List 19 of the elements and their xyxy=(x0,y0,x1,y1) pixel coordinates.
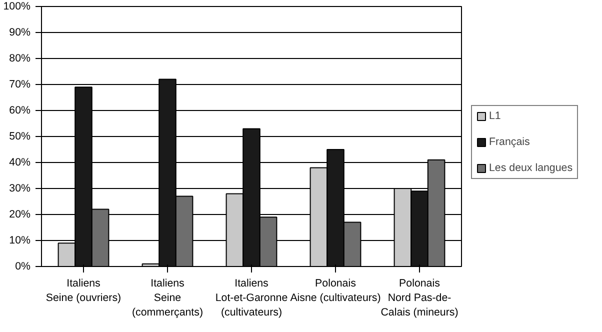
x-tick-label: Italiens Seine (ouvriers) xyxy=(46,278,122,304)
x-tick-label: Polonais Aisne (cultivateurs) xyxy=(290,278,381,304)
y-tick-label: 30% xyxy=(9,182,32,194)
y-tick-label: 80% xyxy=(9,52,32,64)
y-tick-label: 50% xyxy=(9,130,32,142)
x-tick-label: Italiens Seine (commerçants) xyxy=(132,278,204,318)
y-tick-label: 90% xyxy=(9,26,32,38)
y-tick-label: 100% xyxy=(3,0,32,12)
y-tick-label: 0% xyxy=(15,260,32,272)
y-tick-label: 40% xyxy=(9,156,32,168)
y-tick-label: 70% xyxy=(9,78,32,90)
y-tick-label: 20% xyxy=(9,208,32,220)
legend-label: Français xyxy=(489,136,530,148)
x-tick-label: Polonais Nord Pas-de- Calais (mineurs) xyxy=(380,278,458,318)
legend-label: Les deux langues xyxy=(489,162,573,174)
x-tick-label: Italiens Lot-et-Garonne (cultivateurs) xyxy=(215,278,288,318)
y-tick-label: 60% xyxy=(9,104,32,116)
legend-label: L1 xyxy=(489,110,502,122)
y-tick-label: 10% xyxy=(9,234,32,246)
